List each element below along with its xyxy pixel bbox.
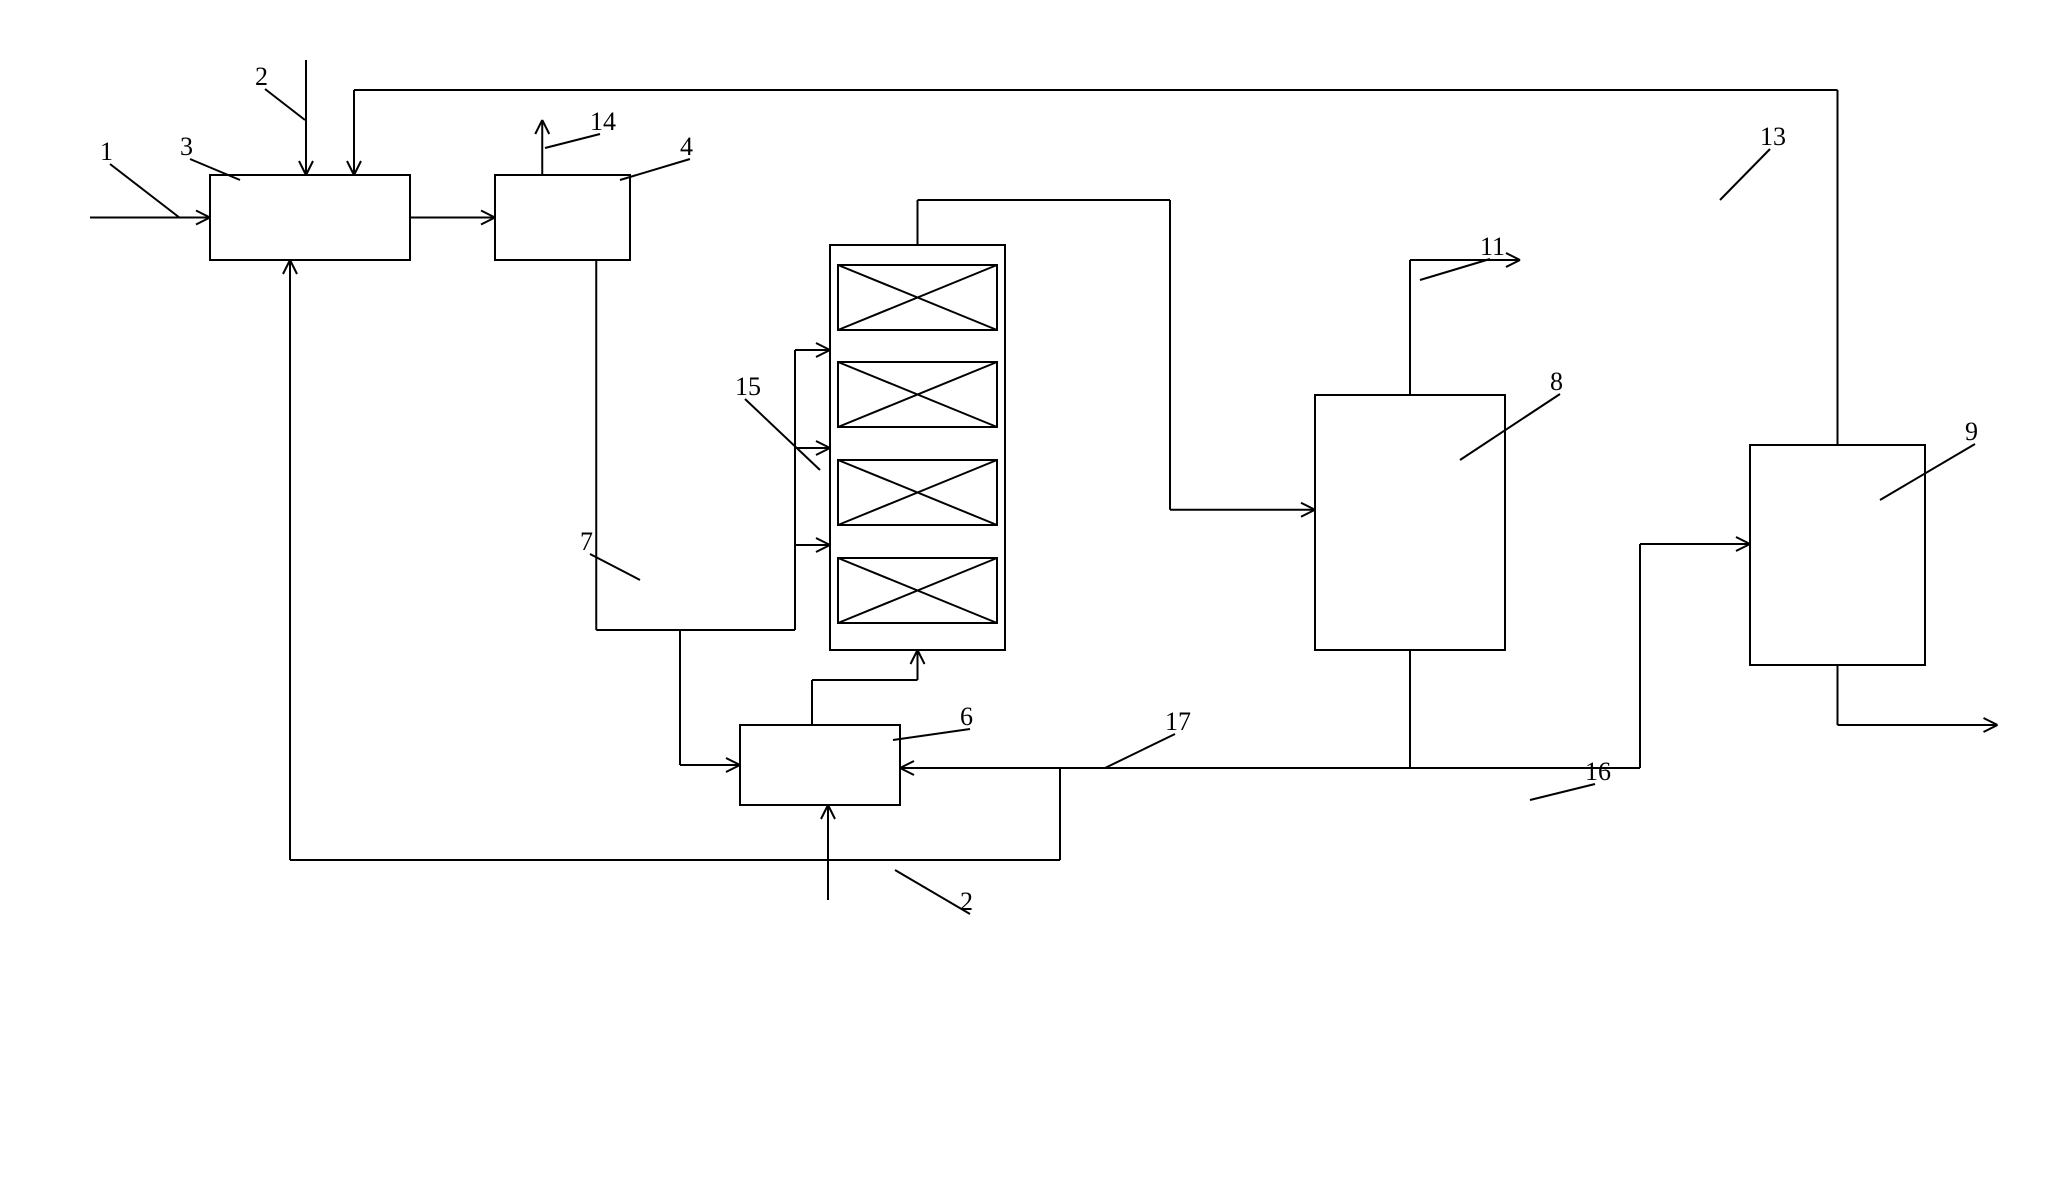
box-8	[1315, 395, 1505, 650]
leader-l7	[590, 554, 640, 580]
reactor-15	[830, 245, 1005, 650]
leader-l2a	[265, 89, 305, 120]
label-l4: 4	[680, 132, 693, 161]
label-l14: 14	[590, 107, 616, 136]
box-6	[740, 725, 900, 805]
leader-l3	[190, 159, 240, 180]
label-l2a: 2	[255, 62, 268, 91]
label-l7: 7	[580, 527, 593, 556]
leader-l4	[620, 159, 690, 180]
leader-l6	[893, 729, 970, 740]
label-l15: 15	[735, 372, 761, 401]
label-l9: 9	[1965, 417, 1978, 446]
leader-l15	[745, 399, 820, 470]
leader-l17	[1105, 734, 1175, 768]
leader-l8	[1460, 394, 1560, 460]
label-l16: 16	[1585, 757, 1611, 786]
leader-l1	[110, 164, 180, 218]
label-l17: 17	[1165, 707, 1191, 736]
label-l8: 8	[1550, 367, 1563, 396]
leader-l13	[1720, 149, 1770, 200]
label-l1: 1	[100, 137, 113, 166]
label-l11: 11	[1480, 232, 1505, 261]
box-3	[210, 175, 410, 260]
leader-l9	[1880, 444, 1975, 500]
label-l13: 13	[1760, 122, 1786, 151]
label-l6: 6	[960, 702, 973, 731]
label-l3: 3	[180, 132, 193, 161]
box-9	[1750, 445, 1925, 665]
leader-l11	[1420, 259, 1490, 280]
leader-l16	[1530, 784, 1595, 800]
box-4	[495, 175, 630, 260]
leader-l14	[545, 134, 600, 148]
leader-l2b	[895, 870, 970, 914]
